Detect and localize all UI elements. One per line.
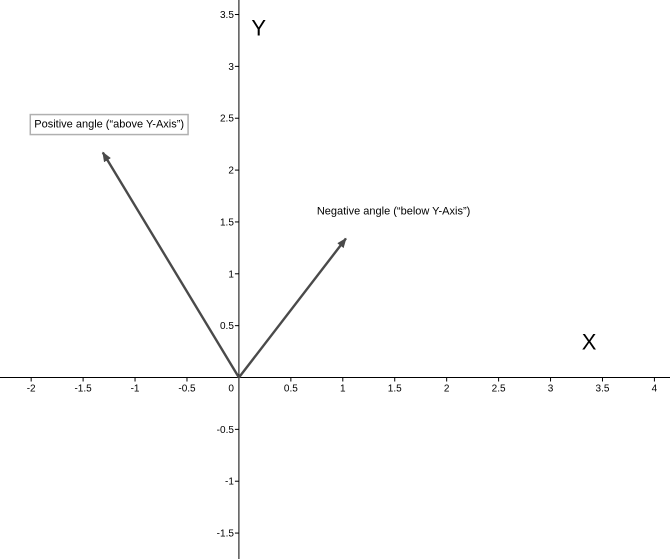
vectors [101, 151, 347, 379]
tick-marks [30, 14, 655, 534]
y-tick-label: -0.5 [217, 425, 235, 436]
x-tick-label: -1.5 [74, 384, 92, 395]
y-tick-label: 1.5 [220, 217, 234, 228]
y-tick-label: 2.5 [220, 114, 234, 125]
annotations: Positive angle (“above Y-Axis”) Negative … [29, 113, 470, 218]
y-tick-label: 3 [228, 62, 234, 73]
negative-angle-label: Negative angle (“below Y-Axis”) [317, 206, 470, 218]
negative-angle-vector [237, 237, 347, 379]
x-axis-name: X [582, 330, 597, 355]
y-tick-label: 1 [228, 269, 234, 280]
x-tick-label: 1.5 [388, 384, 402, 395]
x-tick-label: 2.5 [492, 384, 506, 395]
positive-angle-vector [101, 151, 240, 379]
x-tick-label: -0.5 [178, 384, 196, 395]
x-tick-label: 3.5 [596, 384, 610, 395]
y-tick-label: 0.5 [220, 321, 234, 332]
y-tick-label: -1 [225, 477, 234, 488]
x-tick-label: 0.5 [284, 384, 298, 395]
y-tick-label: -1.5 [217, 529, 235, 540]
x-tick-label: 4 [652, 384, 658, 395]
x-tick-label: 2 [444, 384, 450, 395]
y-tick-label: 3.5 [220, 10, 234, 21]
y-tick-label: 2 [228, 166, 234, 177]
tick-labels: -2 -1.5 -1 -0.5 0.5 1 1.5 2 2.5 3 3.5 4 3.5 3 2.5 2 1.5 1… [27, 10, 658, 540]
positive-angle-label-box [29, 113, 189, 136]
x-tick-label: 3 [548, 384, 554, 395]
x-tick-label: -1 [131, 384, 140, 395]
origin-label: 0 [228, 384, 234, 395]
x-tick-label: -2 [27, 384, 36, 395]
y-axis-name: Y [251, 15, 266, 40]
positive-angle-label: Positive angle (“above Y-Axis”) [34, 119, 184, 131]
x-tick-label: 1 [340, 384, 346, 395]
